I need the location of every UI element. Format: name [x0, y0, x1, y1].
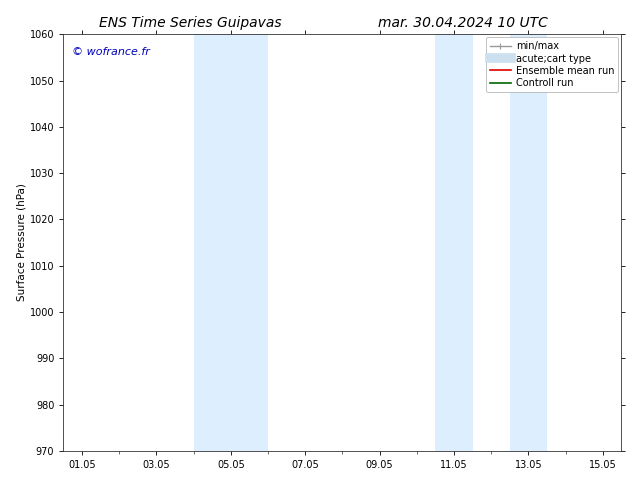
- Bar: [231, 34, 268, 451]
- Bar: [510, 34, 547, 451]
- Text: ENS Time Series Guipavas: ENS Time Series Guipavas: [99, 16, 281, 30]
- Y-axis label: Surface Pressure (hPa): Surface Pressure (hPa): [17, 184, 27, 301]
- Legend: min/max, acute;cart type, Ensemble mean run, Controll run: min/max, acute;cart type, Ensemble mean …: [486, 37, 618, 92]
- Text: © wofrance.fr: © wofrance.fr: [72, 47, 150, 57]
- Bar: [193, 34, 231, 451]
- Text: mar. 30.04.2024 10 UTC: mar. 30.04.2024 10 UTC: [378, 16, 548, 30]
- Bar: [436, 34, 472, 451]
